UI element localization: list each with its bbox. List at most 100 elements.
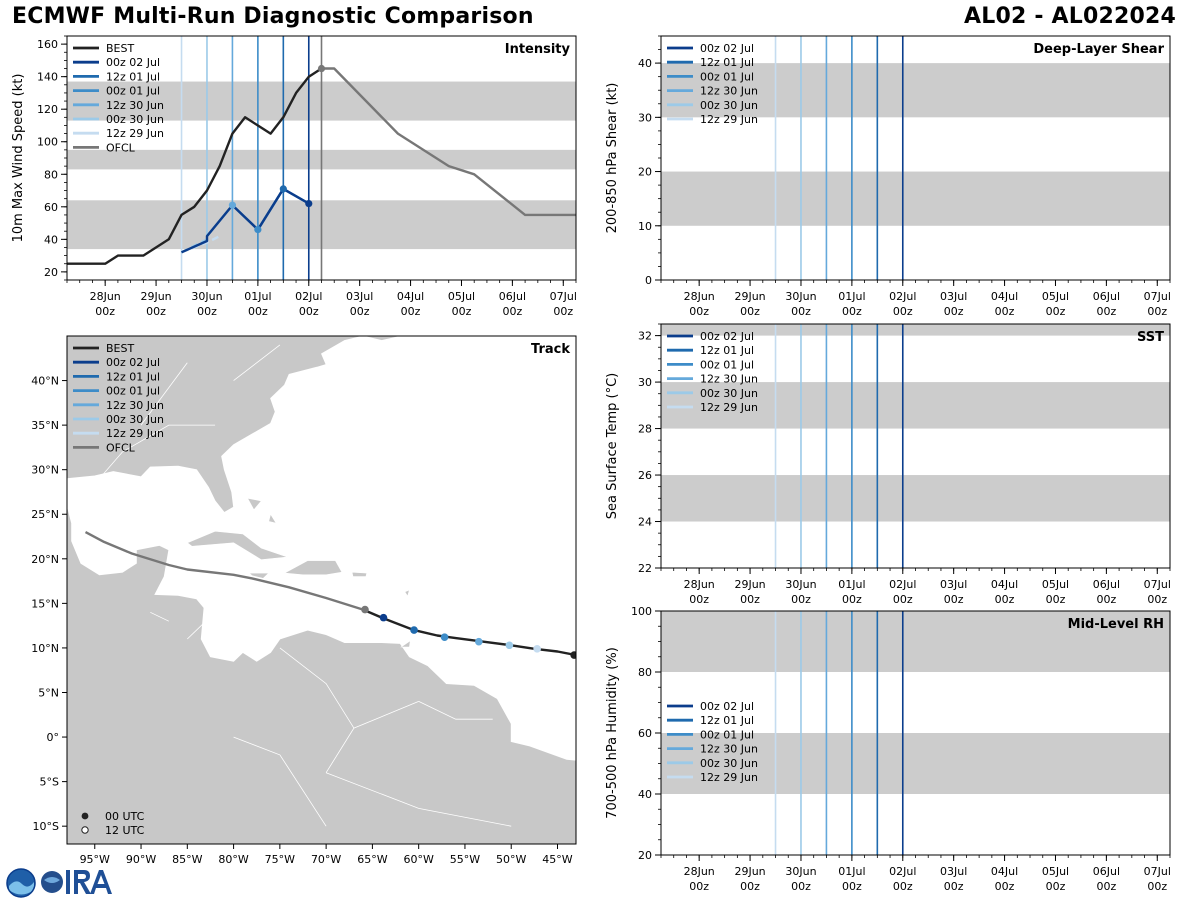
intensity-x-tick-sublabel: 00z: [146, 305, 166, 318]
track-y-tick-label: 35°N: [31, 419, 59, 432]
rh-x-axis: 28Jun 00z 29Jun 00z 30Jun 00z 01Jul 00z 02Jul 00z…: [660, 855, 1171, 893]
track-y-tick-label: 30°N: [31, 464, 59, 477]
track-point-00z-30-jun: [505, 641, 514, 650]
rh-x-tick-label: 28Jun: [684, 865, 715, 878]
track-y-tick-label: 5°N: [38, 686, 59, 699]
intensity-x-tick-sublabel: 00z: [248, 305, 268, 318]
track-point-00z-01-jul: [440, 633, 449, 642]
shear-y-axis-label: 200-850 hPa Shear (kt): [605, 83, 620, 234]
shear-legend-entry-12z-30-jun: 12z 30 Jun: [700, 85, 758, 98]
rh-y-axis-label: 700-500 hPa Humidity (%): [605, 647, 620, 819]
intensity-x-tick-label: 30Jun: [191, 290, 222, 303]
track-y-tick-label: 15°N: [31, 597, 59, 610]
sst-x-tick-sublabel: 00z: [1096, 593, 1116, 606]
island: [351, 571, 368, 577]
shear-x-tick-sublabel: 00z: [791, 305, 811, 318]
intensity-point-00z-01-jul: [254, 225, 262, 234]
intensity-y-tick-label: 160: [37, 38, 58, 51]
track-frame: [66, 335, 577, 845]
track-y-tick-label: 25°N: [31, 508, 59, 521]
intensity-x-tick-label: 29Jun: [140, 290, 171, 303]
track-legend-entry-00z-30-jun: 00z 30 Jun: [106, 413, 164, 426]
intensity-x-tick-sublabel: 00z: [502, 305, 522, 318]
shear-legend-entry-12z-29-jun: 12z 29 Jun: [700, 113, 758, 126]
sst-x-tick-label: 02Jul: [889, 578, 916, 591]
sst-threshold-band: [661, 475, 1170, 522]
track-point-best: [570, 651, 576, 659]
intensity-legend-entry-00z-01-jul: 00z 01 Jul: [106, 85, 160, 98]
track-x-tick-label: 85°W: [172, 853, 202, 866]
sst-x-tick-sublabel: 00z: [995, 593, 1015, 606]
shear-x-tick-label: 03Jul: [940, 290, 967, 303]
shear-x-tick-label: 01Jul: [838, 290, 865, 303]
shear-y-tick-label: 30: [638, 111, 652, 124]
track-y-axis: 10°S 5°S 0° 5°N 10°N 15°N 20°N 25°N 30°N 35°N 40°N: [31, 375, 67, 833]
shear-y-tick-label: 0: [645, 274, 652, 287]
shear-legend-entry-00z-02-jul: 00z 02 Jul: [700, 42, 754, 55]
intensity-y-tick-label: 40: [44, 233, 58, 246]
intensity-legend-entry-best: BEST: [106, 42, 134, 55]
intensity-x-tick-sublabel: 00z: [350, 305, 370, 318]
track-legend-entry-00z-01-jul: 00z 01 Jul: [106, 385, 160, 398]
track-y-tick-label: 20°N: [31, 553, 59, 566]
track-legend-entry-12z-29-jun: 12z 29 Jun: [106, 427, 164, 440]
shear-x-tick-sublabel: 00z: [842, 305, 862, 318]
sst-y-tick-label: 32: [638, 330, 652, 343]
track-x-tick-label: 90°W: [126, 853, 156, 866]
sst-legend-entry-12z-29-jun: 12z 29 Jun: [700, 401, 758, 414]
intensity-x-axis: 28Jun 00z 29Jun 00z 30Jun 00z 01Jul 00z 02Jul 00z…: [66, 280, 577, 318]
page-title: ECMWF Multi-Run Diagnostic Comparison: [12, 4, 534, 29]
sst-x-tick-label: 05Jul: [1042, 578, 1069, 591]
sst-y-tick-label: 22: [638, 562, 652, 575]
intensity-y-tick-label: 120: [37, 103, 58, 116]
shear-x-tick-label: 04Jul: [991, 290, 1018, 303]
shear-x-tick-label: 07Jul: [1144, 290, 1171, 303]
rh-y-tick-label: 100: [631, 605, 652, 618]
track-point-12z-29-jun: [533, 645, 541, 653]
shear-x-tick-label: 02Jul: [889, 290, 916, 303]
shear-threshold-band: [661, 171, 1170, 226]
shear-x-tick-sublabel: 00z: [995, 305, 1015, 318]
rh-x-tick-label: 05Jul: [1042, 865, 1069, 878]
track-legend-entry-12z-30-jun: 12z 30 Jun: [106, 399, 164, 412]
rh-x-tick-sublabel: 00z: [1096, 880, 1116, 893]
track-legend-entry-best: BEST: [106, 342, 134, 355]
intensity-y-tick-label: 80: [44, 168, 58, 181]
rh-y-tick-label: 40: [638, 788, 652, 801]
country-border: [233, 736, 327, 827]
sst-x-tick-label: 07Jul: [1144, 578, 1171, 591]
sst-x-tick-sublabel: 00z: [740, 593, 760, 606]
rh-title: Mid-Level RH: [1068, 617, 1164, 632]
rh-legend-entry-00z-01-jul: 00z 01 Jul: [700, 728, 754, 741]
country-border: [418, 701, 493, 720]
intensity-x-tick-label: 03Jul: [346, 290, 373, 303]
land-mass: [67, 336, 364, 514]
sst-x-axis: 28Jun 00z 29Jun 00z 30Jun 00z 01Jul 00z 02Jul 00z…: [660, 568, 1171, 606]
intensity-x-tick-label: 07Jul: [550, 290, 577, 303]
track-x-tick-label: 75°W: [265, 853, 295, 866]
track-x-tick-label: 95°W: [80, 853, 110, 866]
rh-x-tick-label: 01Jul: [838, 865, 865, 878]
track-y-tick-label: 0°: [47, 731, 60, 744]
rh-x-tick-label: 02Jul: [889, 865, 916, 878]
intensity-x-tick-label: 02Jul: [295, 290, 322, 303]
sst-y-axis-label: Sea Surface Temp (°C): [605, 373, 620, 520]
rh-legend-entry-00z-30-jun: 00z 30 Jun: [700, 757, 758, 770]
shear-x-tick-label: 30Jun: [785, 290, 816, 303]
track-legend-entry-00z-02-jul: 00z 02 Jul: [106, 356, 160, 369]
storm-id: AL02 - AL022024: [964, 4, 1176, 29]
sst-x-tick-sublabel: 00z: [689, 593, 709, 606]
intensity-x-tick-label: 06Jul: [499, 290, 526, 303]
rh-threshold-band: [661, 733, 1170, 794]
intensity-x-tick-sublabel: 00z: [95, 305, 115, 318]
track-series-ofcl: [84, 531, 364, 611]
intensity-x-tick-label: 05Jul: [448, 290, 475, 303]
country-border: [233, 344, 281, 381]
track-point-12z-30-jun: [475, 637, 483, 646]
intensity-x-tick-label: 01Jul: [244, 290, 271, 303]
intensity-legend-entry-12z-30-jun: 12z 30 Jun: [106, 99, 164, 112]
shear-x-tick-label: 05Jul: [1042, 290, 1069, 303]
